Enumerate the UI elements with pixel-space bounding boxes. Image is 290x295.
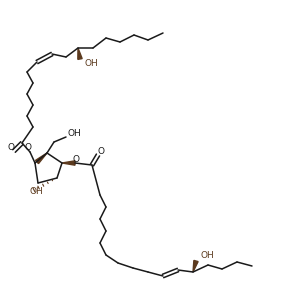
Text: OH: OH: [200, 252, 214, 260]
Polygon shape: [36, 153, 47, 164]
Text: OH: OH: [84, 60, 98, 68]
Text: O: O: [72, 155, 79, 163]
Polygon shape: [193, 260, 198, 272]
Text: O: O: [8, 143, 14, 153]
Polygon shape: [78, 48, 82, 59]
Text: O: O: [97, 148, 104, 157]
Text: OH: OH: [29, 188, 43, 196]
Text: OH: OH: [67, 129, 81, 137]
Polygon shape: [62, 161, 75, 165]
Text: O: O: [24, 143, 32, 153]
